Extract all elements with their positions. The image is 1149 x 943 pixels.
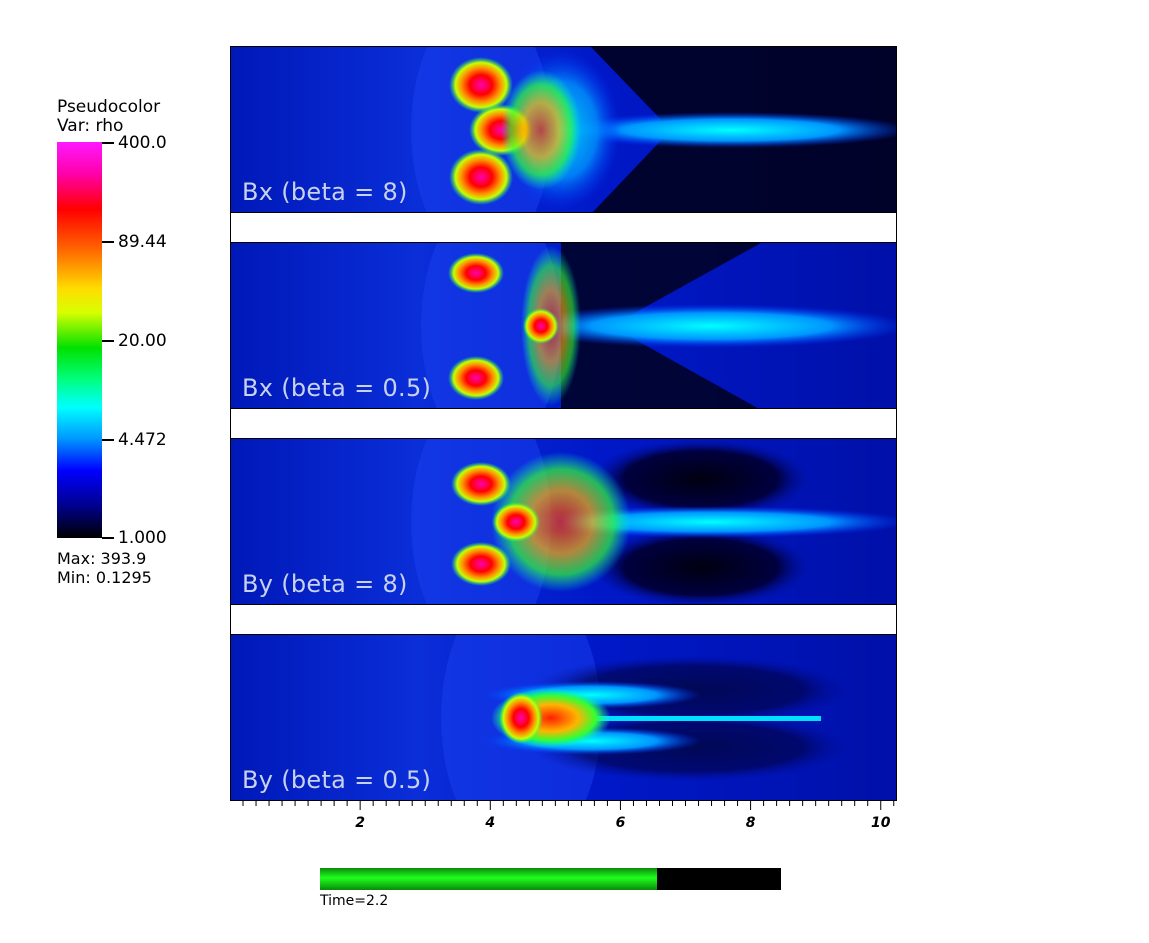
x-axis-label: 4	[485, 815, 496, 831]
colorbar-tick	[102, 439, 114, 441]
panel-label: By (beta = 0.5)	[242, 766, 432, 794]
density-map	[231, 635, 896, 800]
time-progress-fill	[320, 868, 657, 890]
panel-gap	[230, 409, 897, 438]
legend-title: Pseudocolor	[57, 97, 161, 117]
x-axis: 2 4 6 8 10	[230, 801, 897, 841]
simulation-panel: By (beta = 0.5)	[230, 634, 897, 801]
x-axis-label: 2	[355, 815, 366, 831]
colorbar	[57, 142, 102, 538]
colorbar-tick	[102, 241, 114, 243]
colorbar-tick-label: 20.00	[118, 331, 167, 351]
colorbar-tick	[102, 340, 114, 342]
density-map	[231, 243, 896, 408]
colorbar-tick-label: 4.472	[118, 430, 167, 450]
panel-label: Bx (beta = 0.5)	[242, 374, 432, 402]
max-value: Max: 393.9	[57, 549, 147, 568]
colorbar-tick	[102, 142, 114, 144]
legend-variable: Var: rho	[57, 116, 124, 136]
time-label: Time=2.2	[320, 893, 389, 909]
colorbar-tick-label: 400.0	[118, 133, 167, 153]
x-axis-ticks	[242, 801, 895, 810]
panel-label: Bx (beta = 8)	[242, 178, 408, 206]
panel-gap	[230, 213, 897, 242]
x-axis-label: 8	[745, 815, 756, 831]
simulation-panel: By (beta = 8)	[230, 438, 897, 605]
simulation-panel: Bx (beta = 0.5)	[230, 242, 897, 409]
density-map	[231, 47, 896, 212]
colorbar-tick-label: 1.000	[118, 528, 167, 548]
simulation-panel: Bx (beta = 8)	[230, 46, 897, 213]
colorbar-tick-label: 89.44	[118, 232, 167, 252]
x-axis-label: 6	[615, 815, 626, 831]
time-progress-bar	[320, 868, 781, 890]
colorbar-tick	[102, 537, 114, 539]
density-map	[231, 439, 896, 604]
panel-label: By (beta = 8)	[242, 570, 408, 598]
min-value: Min: 0.1295	[57, 568, 152, 587]
panel-gap	[230, 605, 897, 634]
x-axis-label: 10	[870, 815, 891, 831]
